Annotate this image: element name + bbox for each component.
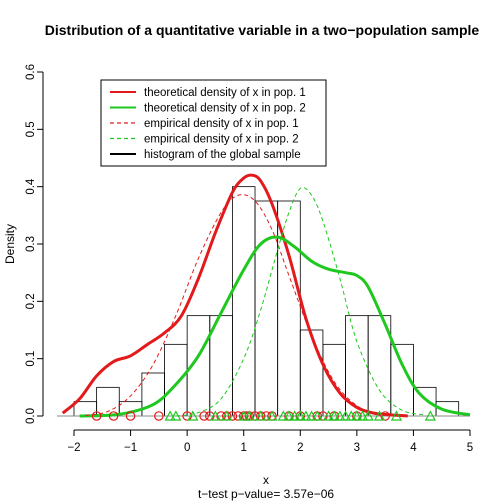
pop2-data-point [294, 410, 306, 421]
pop2-data-point [170, 410, 182, 421]
empirical-density-pop2-line [175, 186, 425, 417]
pop2-data-point [266, 410, 278, 421]
empirical-density-pop1-line [85, 194, 403, 416]
pop2-data-point [334, 410, 346, 421]
pop1-data-point [91, 411, 102, 421]
pop2-data-point [255, 410, 267, 421]
pop2-data-point [277, 410, 289, 421]
histogram-bar [322, 343, 346, 417]
pop1-data-point [199, 411, 209, 421]
theoretical-density-pop1-line [61, 173, 408, 418]
y-tick-label: 0.3 [25, 236, 37, 252]
pop2-data-point [328, 410, 340, 421]
legend-box [100, 79, 327, 167]
x-tick-label: −2 [67, 442, 80, 454]
legend-item-empirical-pop2: empirical density of x in pop. 2 [110, 134, 299, 146]
histogram-bar [254, 200, 279, 417]
pop2-data-point [305, 410, 318, 421]
x-tick-label: 1 [241, 442, 247, 454]
pop1-data-point [318, 411, 328, 421]
pop1-data-point [261, 411, 272, 421]
pop2-data-point [238, 410, 250, 421]
y-tick-label: 0.1 [25, 351, 37, 367]
x-axis: −2 −1 0 1 2 3 4 5 [67, 429, 473, 454]
pop1-data-point [182, 411, 192, 421]
y-tick-label: 0.0 [25, 408, 37, 424]
pop1-data-point [108, 411, 119, 421]
pop2-data-point [339, 410, 352, 421]
pop2-data-point [424, 410, 437, 421]
pop1-data-point [216, 411, 226, 421]
y-axis: 0.0 0.1 0.2 0.3 0.4 0.5 0.6 [25, 64, 44, 424]
y-tick-label: 0.6 [25, 64, 37, 80]
x-axis-label: x [263, 473, 269, 487]
y-tick-label: 0.4 [25, 178, 37, 195]
x-tick-label: 4 [410, 442, 417, 454]
pop2-data-point [283, 410, 295, 421]
pop2-data-point [373, 410, 386, 421]
legend-label: histogram of the global sample [144, 149, 301, 161]
legend-label: theoretical density of x in pop. 1 [144, 87, 306, 99]
legend-label: theoretical density of x in pop. 2 [144, 103, 306, 115]
legend: theoretical density of x in pop. 1 theore… [100, 79, 327, 167]
chart-title: Distribution of a quantitative variable … [45, 22, 480, 38]
pop2-data-point [362, 410, 374, 421]
pop2-data-point [289, 410, 301, 421]
legend-item-histogram: histogram of the global sample [110, 149, 301, 161]
pop1-data-point [154, 411, 164, 421]
rug-markers [91, 410, 437, 421]
histogram-bar [231, 186, 256, 417]
pop2-data-point [300, 410, 312, 421]
legend-label: empirical density of x in pop. 1 [144, 118, 299, 130]
legend-label: empirical density of x in pop. 2 [144, 134, 299, 146]
legend-item-empirical-pop1: empirical density of x in pop. 1 [110, 118, 299, 130]
legend-item-theoretical-pop1: theoretical density of x in pop. 1 [110, 87, 306, 99]
theoretical-density-pop2-line [79, 235, 471, 418]
x-tick-label: 5 [467, 442, 473, 454]
density-curves [61, 173, 471, 418]
subtitle-pvalue: t−test p−value= 3.57e−06 [198, 487, 334, 501]
x-tick-label: −1 [124, 442, 137, 454]
x-tick-label: 2 [297, 442, 303, 454]
legend-item-theoretical-pop2: theoretical density of x in pop. 2 [110, 103, 306, 115]
pop1-data-point [380, 411, 390, 421]
pop1-data-point [204, 411, 215, 421]
pop1-data-point [227, 411, 238, 421]
pop2-data-point [356, 410, 369, 421]
pop2-data-point [164, 410, 176, 421]
pop1-data-point [250, 411, 260, 421]
pop1-data-point [125, 411, 136, 421]
pop2-data-point [187, 410, 199, 421]
pop2-data-point [243, 410, 255, 421]
pop2-data-point [209, 410, 222, 421]
pop2-data-point [322, 410, 335, 421]
y-tick-label: 0.5 [25, 121, 37, 137]
x-tick-label: 3 [354, 442, 360, 454]
pop2-data-point [390, 410, 403, 421]
x-tick-label: 0 [184, 442, 190, 454]
histogram-bar [164, 343, 188, 417]
y-axis-label: Density [3, 224, 17, 264]
y-tick-label: 0.2 [25, 293, 37, 309]
pop2-data-point [345, 410, 357, 421]
pop2-data-point [351, 410, 363, 421]
pop2-data-point [221, 410, 233, 421]
pop2-data-point [311, 410, 323, 421]
histogram-bar [299, 329, 324, 417]
